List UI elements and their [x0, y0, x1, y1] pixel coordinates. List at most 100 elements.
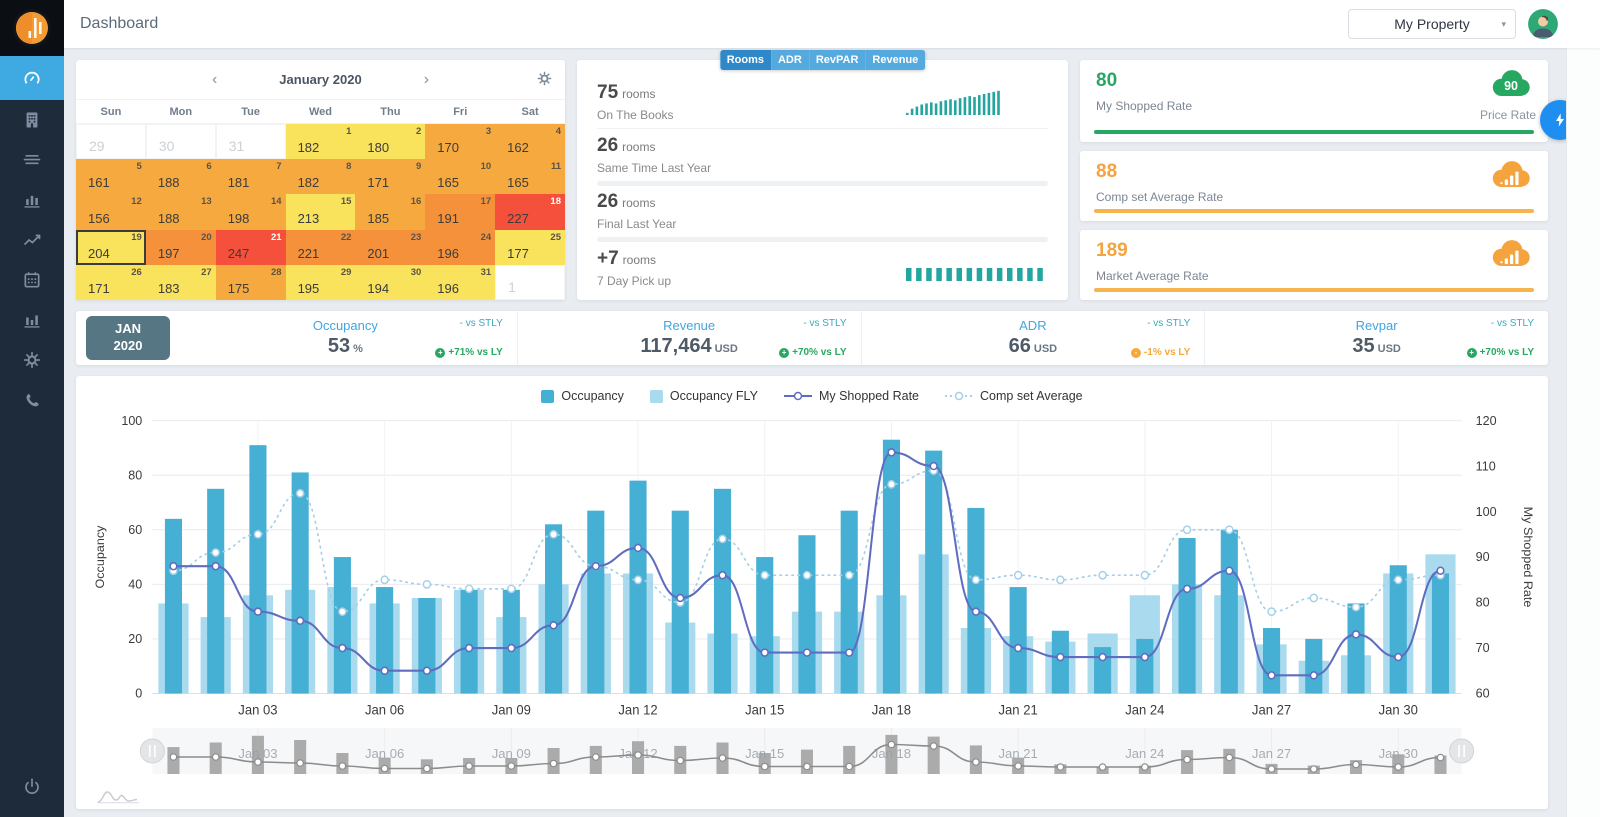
sidebar-item-dashboard[interactable] — [0, 56, 64, 100]
calendar-day-cell[interactable]: 21 247 — [215, 229, 286, 265]
calendar-day-cell[interactable]: 22 221 — [285, 229, 356, 265]
sidebar — [0, 0, 64, 817]
bar-chart-2-icon — [22, 310, 42, 330]
sidebar-item-support[interactable] — [0, 380, 64, 420]
sidebar-item-property[interactable] — [0, 100, 64, 140]
svg-text:Jan 30: Jan 30 — [1379, 702, 1418, 717]
day-rate: 162 — [507, 140, 529, 156]
stats-divider — [597, 127, 1048, 129]
day-rate: 156 — [88, 210, 110, 226]
calendar-day-cell[interactable]: 18 227 — [495, 194, 565, 230]
calendar-day-cell[interactable]: 20 197 — [145, 229, 216, 265]
calendar-day-cell[interactable]: 30 — [145, 124, 216, 160]
day-rate: 183 — [157, 281, 180, 296]
calendar-day-cell[interactable]: 8 182 — [285, 159, 356, 195]
stats-tab-adr[interactable]: ADR — [770, 50, 809, 70]
navigator-wave-icon[interactable] — [90, 787, 1534, 807]
calendar-day-cell[interactable]: 15 213 — [285, 194, 356, 230]
calendar-day-cell[interactable]: 6 188 — [145, 159, 216, 195]
calendar-day-cell[interactable]: 14 198 — [215, 194, 286, 230]
calendar-day-cell[interactable]: 1 — [495, 264, 565, 300]
calendar-day-cell[interactable]: 12 156 — [76, 194, 146, 230]
calendar-day-cell[interactable]: 16 185 — [355, 194, 426, 230]
legend-item-occupancy[interactable]: Occupancy — [541, 389, 624, 403]
calendar-day-cell[interactable]: 30 194 — [355, 264, 426, 300]
calendar-day-cell[interactable]: 17 191 — [425, 194, 496, 230]
calendar-day-cell[interactable]: 11 165 — [495, 159, 565, 195]
calendar-day-cell[interactable]: 31 — [215, 124, 286, 160]
svg-text:My Shopped Rate: My Shopped Rate — [1521, 507, 1534, 608]
sidebar-item-rows[interactable] — [0, 140, 64, 180]
legend-item-occupancy-fly[interactable]: Occupancy FLY — [649, 389, 758, 403]
calendar-day-cell[interactable]: 2 180 — [355, 124, 426, 160]
svg-text:20: 20 — [128, 631, 142, 646]
day-number: 28 — [270, 266, 282, 278]
sidebar-item-reports[interactable] — [0, 180, 64, 220]
svg-text:60: 60 — [1476, 685, 1490, 700]
calendar-day-cell[interactable]: 4 162 — [495, 124, 565, 160]
app-logo[interactable] — [0, 0, 64, 56]
calendar-day-cell[interactable]: 25 177 — [495, 229, 565, 265]
calendar-day-cell[interactable]: 7 181 — [215, 159, 286, 195]
stats-tab-revpar[interactable]: RevPAR — [808, 50, 866, 70]
day-rate: 213 — [297, 210, 320, 226]
avatar[interactable] — [1528, 9, 1558, 39]
calendar-settings-gear-icon[interactable] — [536, 70, 553, 92]
calendar-prev-button[interactable]: ‹ — [211, 70, 218, 88]
day-number: 20 — [201, 231, 212, 243]
stat-row: 26 rooms Final Last Year — [597, 186, 1048, 238]
kpi-vs-ly: + +70% vs LY — [1466, 347, 1534, 358]
calendar-day-cell[interactable]: 5 161 — [76, 159, 146, 195]
stat-value: 26 rooms — [597, 191, 656, 213]
chart-navigator[interactable]: Jan 03 Jan 06 Jan 09 Jan 12 Jan 15 Jan 18 Jan … — [90, 725, 1534, 787]
calendar-day-cell[interactable]: 13 188 — [145, 194, 216, 230]
day-rate: 171 — [88, 281, 110, 296]
stat-row: +7 rooms 7 Day Pick up — [597, 242, 1048, 294]
stats-tab-rooms[interactable]: Rooms — [719, 50, 771, 70]
day-number: 3 — [485, 126, 492, 137]
stats-tab-revenue[interactable]: Revenue — [865, 50, 926, 70]
legend-item-comp-set-average[interactable]: Comp set Average — [945, 389, 1083, 403]
day-rate: 194 — [367, 281, 390, 296]
calendar-day-cell[interactable]: 29 195 — [285, 264, 356, 300]
calendar-day-cell[interactable]: 10 165 — [425, 159, 496, 195]
stat-sparkline — [906, 268, 1043, 282]
calendar-day-cell[interactable]: 24 196 — [425, 229, 496, 265]
day-number: 1 — [346, 126, 352, 137]
calendar-day-cell[interactable]: 29 — [76, 124, 146, 160]
calendar-day-cell[interactable]: 9 171 — [355, 159, 426, 195]
rate-value: 88 — [1096, 161, 1118, 183]
calendar-day-cell[interactable]: 23 201 — [355, 229, 426, 265]
svg-text:Jan 27: Jan 27 — [1252, 746, 1291, 761]
day-rate: 182 — [297, 140, 320, 156]
stats-divider — [597, 237, 1048, 243]
sidebar-item-settings[interactable] — [0, 340, 64, 380]
content: ‹ January 2020 › — [64, 48, 1600, 817]
kpi-vs-ly: + +71% vs LY — [435, 347, 503, 358]
day-number: 21 — [270, 231, 282, 243]
chart-legend: Occupancy Occupancy FLY My Shopped Rate Com… — [90, 384, 1534, 408]
calendar-day-cell[interactable]: 27 183 — [145, 264, 216, 300]
property-selector[interactable]: My Property ▾ — [1348, 9, 1516, 39]
sidebar-item-statistics[interactable] — [0, 300, 64, 340]
muted-day-number: 30 — [158, 138, 175, 155]
gauge-icon — [22, 68, 42, 88]
sidebar-item-logout[interactable] — [0, 767, 64, 807]
legend-item-my-shopped-rate[interactable]: My Shopped Rate — [783, 389, 919, 403]
svg-text:120: 120 — [1476, 413, 1497, 428]
rate-value: 189 — [1096, 240, 1128, 262]
calendar-day-cell[interactable]: 28 175 — [215, 264, 286, 300]
sidebar-item-trends[interactable] — [0, 220, 64, 260]
sidebar-item-calendar[interactable] — [0, 260, 64, 300]
calendar-day-cell[interactable]: 3 170 — [425, 124, 496, 160]
building-icon — [22, 110, 42, 130]
calendar-day-cell[interactable]: 1 182 — [285, 124, 356, 160]
calendar-day-cell[interactable]: 26 171 — [76, 264, 146, 300]
calendar-next-button[interactable]: › — [423, 70, 430, 88]
day-rate: 196 — [437, 245, 459, 261]
weekday-label: Fri — [453, 105, 468, 118]
calendar-day-cell[interactable]: 31 196 — [425, 264, 496, 300]
day-number: 6 — [206, 161, 212, 173]
rate-caption: Price Rate — [1479, 108, 1536, 122]
calendar-day-cell[interactable]: 19 204 — [76, 229, 146, 265]
